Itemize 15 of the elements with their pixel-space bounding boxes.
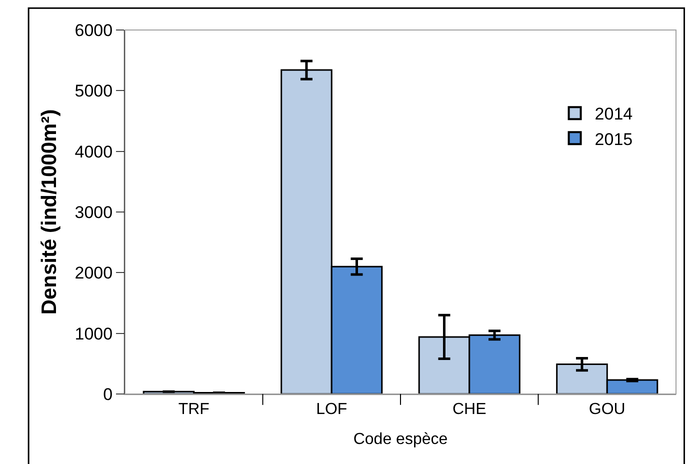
x-tick-label: CHE (452, 401, 486, 418)
y-tick-label: 5000 (74, 82, 113, 101)
y-tick-label: 6000 (74, 20, 113, 40)
x-tick-label: LOF (316, 401, 348, 418)
x-tick-label: TRF (178, 401, 210, 418)
y-tick-label: 0 (103, 384, 113, 404)
y-tick-label: 4000 (74, 142, 113, 162)
y-axis-title: Densité (ind/1000m²) (38, 109, 61, 315)
legend-label: 2015 (594, 130, 633, 149)
y-tick-label: 3000 (74, 202, 113, 222)
x-tick-label: GOU (588, 401, 626, 418)
y-tick-label: 1000 (74, 324, 113, 344)
legend-label: 2014 (594, 104, 633, 124)
y-tick-label: 2000 (74, 264, 113, 283)
x-axis-title: Code espèce (353, 430, 448, 448)
